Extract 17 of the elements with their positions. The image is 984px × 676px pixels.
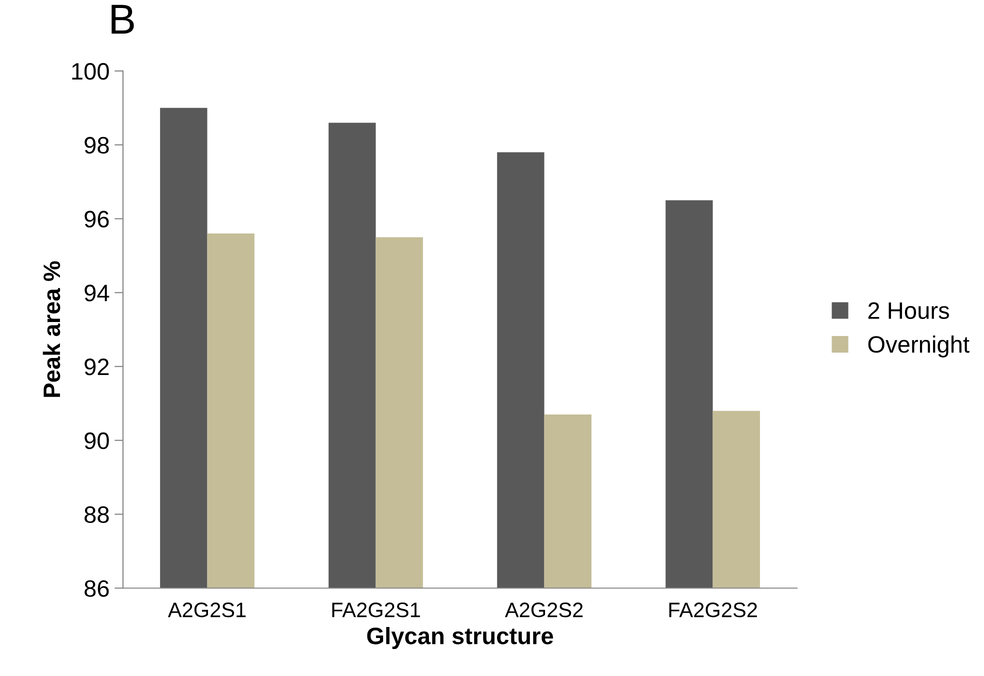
x-axis-title: Glycan structure	[367, 626, 554, 649]
y-tick-label: 86	[84, 580, 109, 597]
y-tick-label: 90	[84, 432, 109, 450]
legend-label: 2 Hours	[868, 302, 950, 319]
y-tick-label: 100	[72, 63, 109, 80]
x-tick-label: FA2G2S1	[332, 602, 420, 618]
y-tick-label: 98	[84, 136, 109, 154]
y-tick-label: 92	[84, 358, 109, 376]
y-tick-label: 88	[84, 506, 109, 524]
y-axis-title: Peak area %	[42, 261, 60, 397]
x-tick-label: A2G2S2	[504, 602, 583, 618]
y-tick-label: 96	[84, 210, 109, 228]
x-tick-label: FA2G2S2	[669, 602, 757, 618]
y-tick-label: 94	[84, 284, 110, 302]
chart-title: B	[112, 4, 134, 34]
x-tick-label: A2G2S1	[168, 602, 246, 618]
legend-label: Overnight	[868, 335, 970, 358]
